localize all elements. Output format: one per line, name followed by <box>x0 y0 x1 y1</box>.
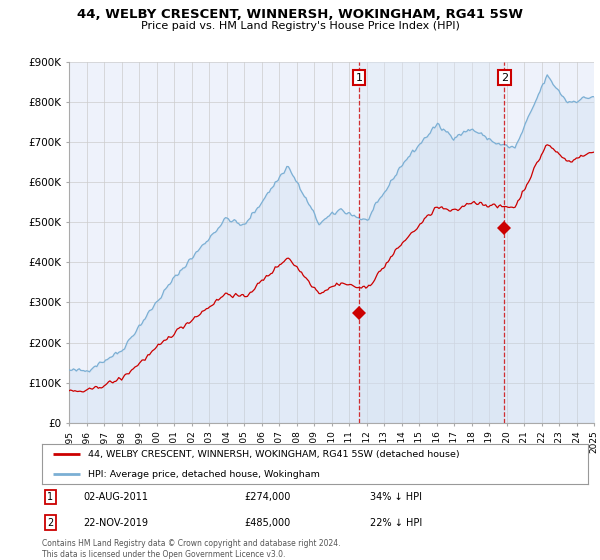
Text: 22% ↓ HPI: 22% ↓ HPI <box>370 517 422 528</box>
Text: HPI: Average price, detached house, Wokingham: HPI: Average price, detached house, Woki… <box>88 470 320 479</box>
Bar <box>359 62 505 423</box>
Text: 2: 2 <box>501 73 508 83</box>
Text: 02-AUG-2011: 02-AUG-2011 <box>83 492 148 502</box>
Text: 2: 2 <box>47 517 53 528</box>
Text: Price paid vs. HM Land Registry's House Price Index (HPI): Price paid vs. HM Land Registry's House … <box>140 21 460 31</box>
Text: £274,000: £274,000 <box>244 492 290 502</box>
Text: 34% ↓ HPI: 34% ↓ HPI <box>370 492 422 502</box>
Text: 44, WELBY CRESCENT, WINNERSH, WOKINGHAM, RG41 5SW: 44, WELBY CRESCENT, WINNERSH, WOKINGHAM,… <box>77 8 523 21</box>
Text: £485,000: £485,000 <box>244 517 290 528</box>
Text: 22-NOV-2019: 22-NOV-2019 <box>83 517 148 528</box>
Text: 44, WELBY CRESCENT, WINNERSH, WOKINGHAM, RG41 5SW (detached house): 44, WELBY CRESCENT, WINNERSH, WOKINGHAM,… <box>88 450 460 459</box>
Text: 1: 1 <box>356 73 363 83</box>
Text: Contains HM Land Registry data © Crown copyright and database right 2024.
This d: Contains HM Land Registry data © Crown c… <box>42 539 341 559</box>
Text: 1: 1 <box>47 492 53 502</box>
